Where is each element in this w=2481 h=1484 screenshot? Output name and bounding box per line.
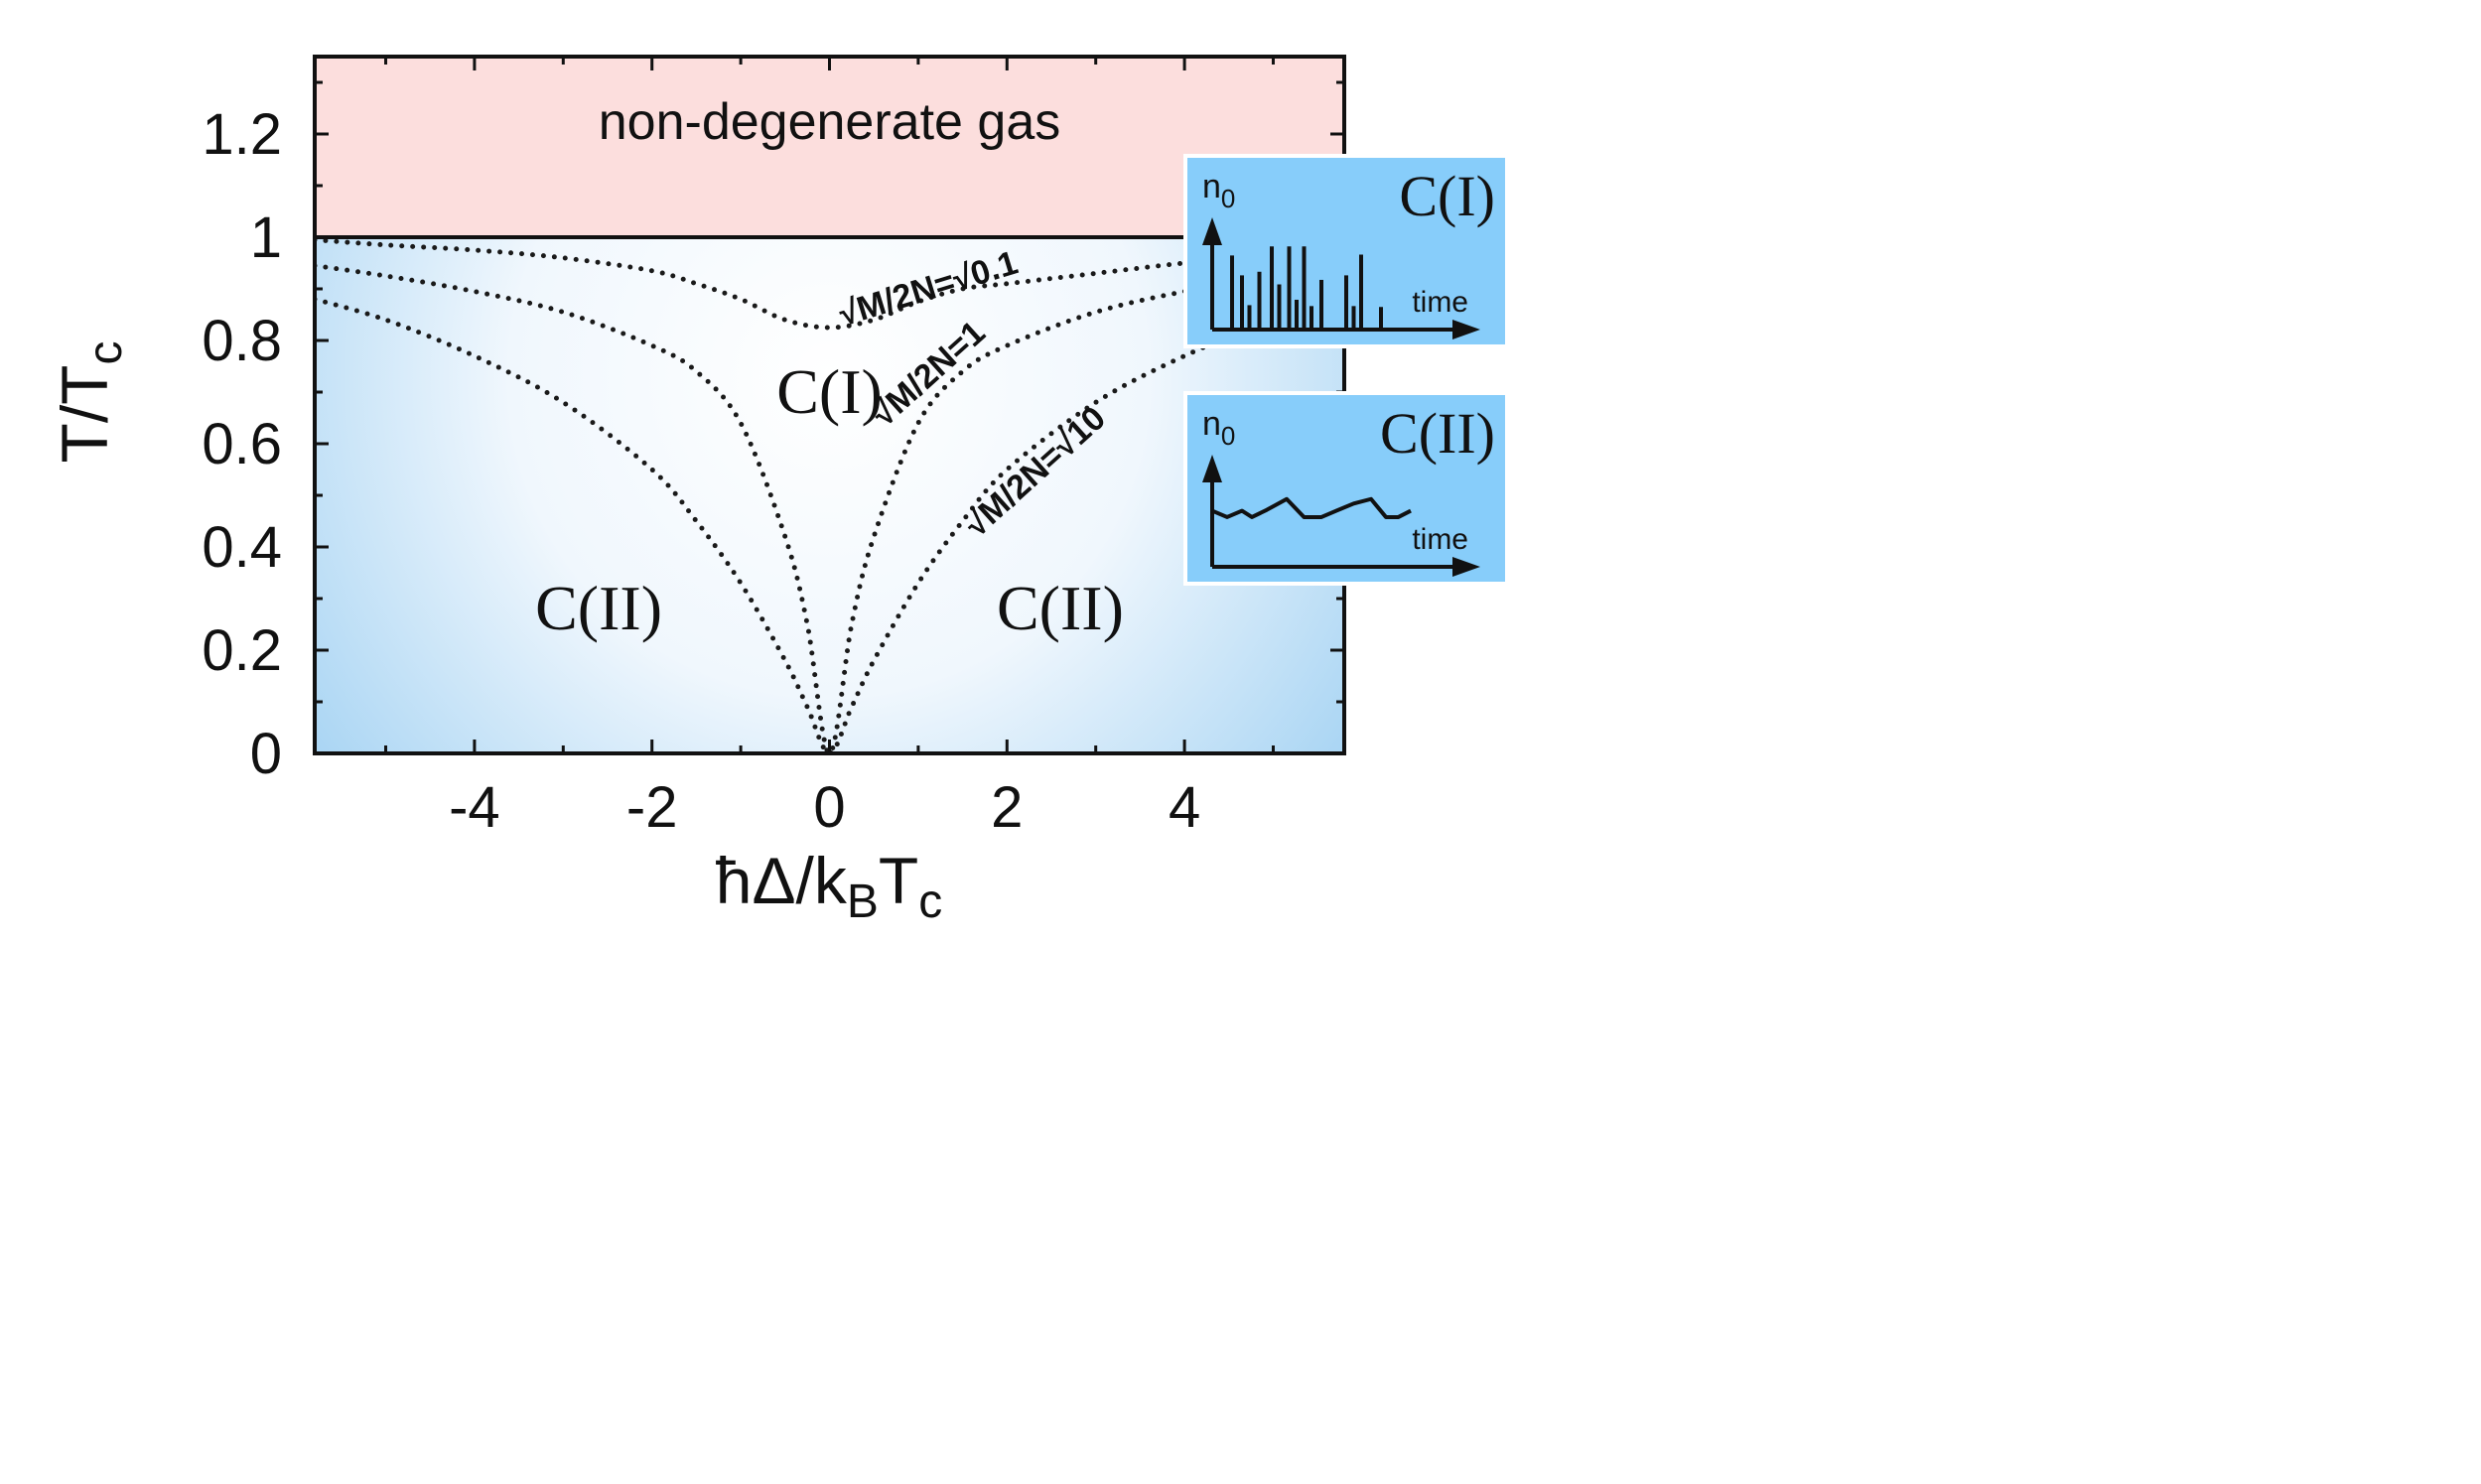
- x-axis-label-part: B: [847, 876, 879, 928]
- y-tick-label: 0.2: [202, 618, 282, 683]
- y-tick-label: 0.6: [202, 412, 282, 476]
- tick-labels: -4 -2 0 2 4 0 0.2 0.4 0.6 0.8 1 1.2: [202, 102, 1200, 840]
- curves-layer: [315, 237, 1344, 753]
- region-label-gas: non-degenerate gas: [599, 93, 1061, 151]
- x-tick-label: -2: [626, 775, 678, 840]
- inset-trace: [1211, 496, 1412, 519]
- tick-marks: [315, 57, 1344, 755]
- y-tick-label: 1: [250, 205, 282, 270]
- y-axis-label-part: T/T: [48, 365, 121, 464]
- arrow-up-icon: [1202, 455, 1222, 482]
- inset-title: C(II): [1380, 401, 1495, 466]
- inset-background: [1183, 391, 1509, 586]
- inset-n0-subscript: 0: [1221, 421, 1235, 451]
- y-tick-label: 1.2: [202, 102, 282, 167]
- y-tick-label: 0.8: [202, 309, 282, 373]
- x-axis-label-part: T: [879, 844, 918, 917]
- y-axis-label-part: c: [79, 341, 132, 365]
- inset-n0-subscript: 0: [1221, 184, 1235, 213]
- x-tick-label: 2: [991, 775, 1023, 840]
- dotted-curve-3: [315, 296, 1344, 753]
- y-axis-label: T/Tc: [48, 341, 132, 464]
- x-axis-label-part: ħΔ/k: [716, 844, 848, 917]
- region-label: C(I): [776, 356, 883, 427]
- arrow-right-icon: [1452, 320, 1480, 339]
- non-degenerate-region-background: [315, 57, 1344, 237]
- y-tick-label: 0: [250, 722, 282, 786]
- arrow-right-icon: [1452, 557, 1480, 577]
- inset-time-label: time: [1412, 286, 1468, 319]
- dotted-curve-1: [315, 237, 1344, 331]
- inset-time-label: time: [1412, 523, 1468, 556]
- x-tick-label: 4: [1169, 775, 1200, 840]
- y-tick-label: 0.4: [202, 515, 282, 580]
- arrow-up-icon: [1202, 217, 1222, 245]
- dotted-curve-2: [315, 263, 1344, 753]
- region-labels: non-degenerate gas C(I) C(II) C(II): [535, 93, 1124, 643]
- region-label: C(II): [997, 573, 1124, 643]
- x-axis-label-part: c: [918, 876, 942, 928]
- inset-title: C(I): [1399, 164, 1495, 228]
- x-axis-label: ħΔ/kBTc: [716, 844, 942, 928]
- x-tick-label: -4: [449, 775, 500, 840]
- condensate-region-background: [315, 237, 1344, 753]
- x-tick-label: 0: [813, 775, 845, 840]
- region-label: C(II): [535, 573, 662, 643]
